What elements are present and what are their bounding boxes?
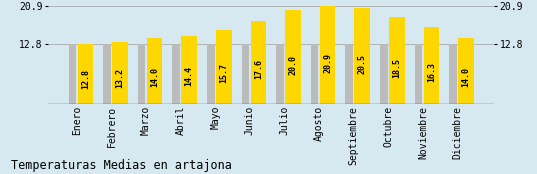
Bar (380, 44, 388, 104)
Bar (182, 36, 197, 104)
Bar (276, 44, 284, 104)
Bar (424, 27, 439, 104)
Bar (147, 38, 162, 104)
Bar (389, 17, 404, 104)
Text: 18.5: 18.5 (393, 58, 401, 78)
Bar (207, 44, 215, 104)
Bar (112, 42, 128, 104)
Bar (138, 44, 146, 104)
Bar (415, 44, 422, 104)
Bar (449, 44, 457, 104)
Text: 14.4: 14.4 (185, 66, 194, 86)
Text: 13.2: 13.2 (115, 68, 125, 88)
Text: 20.5: 20.5 (358, 54, 367, 74)
Bar (251, 21, 266, 104)
Bar (69, 44, 76, 104)
Text: 20.9: 20.9 (323, 53, 332, 73)
Bar (216, 30, 231, 104)
Bar (172, 44, 180, 104)
Bar (242, 44, 249, 104)
Bar (103, 44, 111, 104)
Bar (354, 8, 370, 104)
Text: 16.3: 16.3 (427, 62, 436, 82)
Bar (320, 6, 336, 104)
Bar (77, 44, 93, 104)
Bar (285, 10, 301, 104)
Text: 20.0: 20.0 (288, 55, 297, 75)
Text: 12.8: 12.8 (81, 69, 90, 89)
Bar (345, 44, 353, 104)
Text: 14.0: 14.0 (150, 67, 159, 87)
Text: 15.7: 15.7 (219, 63, 228, 83)
Bar (458, 38, 474, 104)
Text: 14.0: 14.0 (461, 67, 470, 87)
Text: 17.6: 17.6 (254, 60, 263, 80)
Text: Temperaturas Medias en artajona: Temperaturas Medias en artajona (11, 159, 231, 172)
Bar (311, 44, 318, 104)
